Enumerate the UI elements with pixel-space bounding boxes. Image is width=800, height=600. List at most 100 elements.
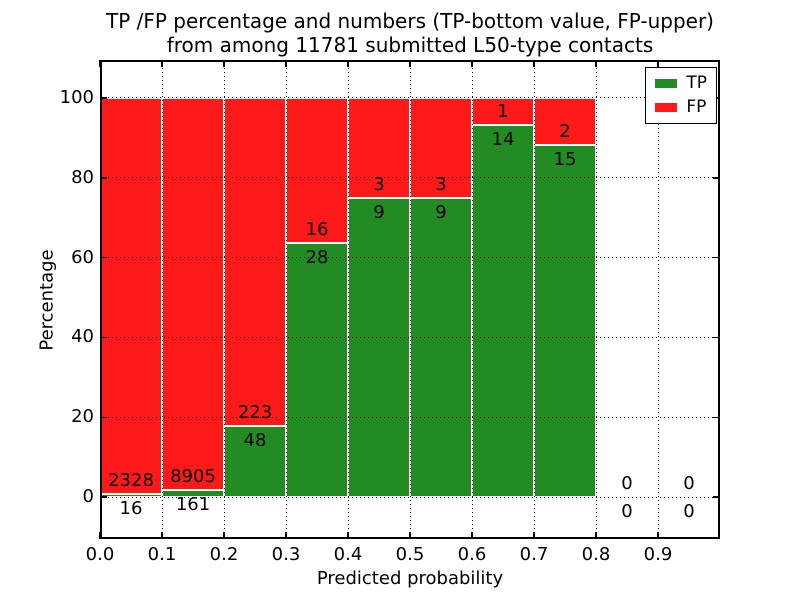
bar-segment-tp [410,197,472,498]
gridline-vertical [533,60,535,539]
tick-mark [713,256,720,259]
bar-segment-fp [534,97,596,145]
tp-count-label: 15 [553,148,577,170]
legend-item-tp: TP [655,75,707,92]
x-tick-label: 0.5 [395,544,425,565]
x-tick-label: 0.1 [147,544,177,565]
tick-mark [533,532,535,539]
tick-mark [533,60,535,67]
fp-count-label: 0 [683,473,695,495]
chart-title-line2: from among 11781 submitted L50-type cont… [166,33,654,57]
fp-count-label: 8905 [170,465,216,487]
gridline-vertical [223,60,225,539]
x-tick-label: 0.7 [519,544,549,565]
tick-mark [409,60,411,67]
x-tick-label: 0.3 [271,544,301,565]
fp-count-label: 0 [621,473,633,495]
gridline-vertical [161,60,163,539]
y-tick-label: 100 [59,86,94,108]
legend-label-tp: TP [686,73,707,93]
legend-item-fp: FP [655,99,707,116]
tick-mark [100,256,107,259]
tick-mark [595,532,597,539]
tick-mark [471,532,473,539]
tick-mark [100,496,107,498]
gridline-vertical [657,60,659,539]
x-tick-label: 0.6 [457,544,487,565]
chart-title-line1: TP /FP percentage and numbers (TP-bottom… [106,9,714,33]
tick-mark [713,416,720,418]
legend: TP FP [645,67,717,124]
fp-count-label: 2 [559,120,571,142]
tick-mark [100,177,107,179]
fp-count-label: 2328 [108,470,154,492]
bar-segment-fp [410,97,472,198]
legend-swatch-tp-icon [655,79,678,88]
fp-count-label: 1 [497,100,509,122]
gridline-vertical [347,60,349,539]
tp-count-label: 161 [175,493,211,515]
tick-mark [223,532,225,539]
plot-area: TP FP 2328 16 8905 161 223 48 16 28 3 9 3 9 1 14 2 15 0 0… [99,60,720,539]
x-tick-label: 0.2 [209,544,239,565]
x-tick-label: 0.4 [333,544,363,565]
tick-mark [99,60,101,67]
gridline-vertical [285,60,287,539]
tick-mark [161,532,163,539]
tp-count-label: 14 [491,128,515,150]
tp-count-label: 0 [621,501,633,523]
tick-mark [347,60,349,67]
tick-mark [471,60,473,67]
tp-count-label: 28 [305,247,329,269]
tick-mark [100,97,107,99]
y-tick-label: 20 [71,406,94,428]
tick-mark [595,60,597,67]
legend-label-fp: FP [686,97,707,117]
tick-mark [657,532,659,539]
fp-count-label: 16 [305,219,329,241]
tick-mark [100,416,107,418]
bar-segment-tp [286,243,348,498]
fp-count-label: 3 [373,173,385,195]
y-tick-label: 40 [71,326,94,348]
tick-mark [223,60,225,67]
tp-count-label: 16 [119,498,143,520]
bar-segment-tp [534,144,596,498]
tp-count-label: 9 [373,201,385,223]
x-axis-label: Predicted probability [316,568,504,589]
bar-segment-tp [472,124,534,498]
tp-count-label: 9 [435,201,447,223]
legend-swatch-fp-icon [655,103,678,112]
tick-mark [285,532,287,539]
tick-mark [713,177,720,179]
x-tick-label: 0.9 [643,544,673,565]
bar-segment-fp [162,97,224,490]
tick-mark [285,60,287,67]
bar-segment-fp [100,97,162,495]
fp-count-label: 3 [435,173,447,195]
fp-count-label: 223 [237,402,273,424]
tick-mark [99,532,101,539]
y-tick-label: 80 [71,166,94,188]
tick-mark [713,336,720,339]
x-tick-label: 0.8 [581,544,611,565]
bar-segment-tp [348,197,410,498]
tick-mark [713,496,720,498]
tick-mark [161,60,163,67]
y-axis-label: Percentage [36,249,58,351]
tick-mark [657,60,659,67]
gridline-vertical [409,60,411,539]
tick-mark [347,532,349,539]
tick-mark [409,532,411,539]
gridline-vertical [595,60,597,539]
tp-count-label: 0 [683,501,695,523]
tp-count-label: 48 [243,430,267,452]
gridline-vertical [471,60,473,539]
tick-mark [100,336,107,339]
bar-segment-fp [224,97,286,427]
bar-segment-tp [224,426,286,498]
x-tick-label: 0.0 [85,544,115,565]
y-tick-label: 0 [82,486,94,508]
y-tick-label: 60 [71,246,94,268]
